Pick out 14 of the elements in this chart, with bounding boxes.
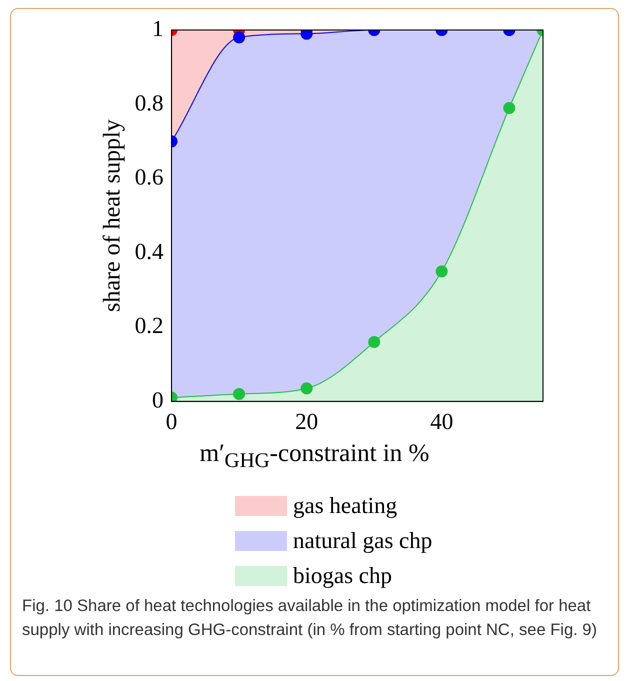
- x-tick-label: 40: [430, 409, 454, 434]
- legend-label: gas heating: [293, 492, 398, 518]
- y-tick-label: 0: [152, 387, 164, 412]
- y-tick-label: 0.2: [134, 313, 164, 338]
- y-axis-title: share of heat supply: [100, 119, 126, 312]
- x-axis-title: m′$_{GHG}$-constraint in %: [198, 440, 430, 473]
- y-tick-label: 1: [152, 16, 164, 42]
- x-tick-label: 20: [295, 409, 318, 434]
- caption: Fig. 10 Share of heat technologies available in the optimization model for heat supply with increasing GHG-constraint (in % from starting point NC, see Fig. 9): [22, 596, 598, 641]
- legend-label: natural gas chp: [293, 528, 432, 554]
- y-tick-label: 0.4: [134, 238, 164, 264]
- y-tick-label: 0.8: [134, 90, 164, 116]
- y-tick-label: 0.6: [134, 164, 164, 190]
- legend-label: biogas chp: [293, 562, 392, 588]
